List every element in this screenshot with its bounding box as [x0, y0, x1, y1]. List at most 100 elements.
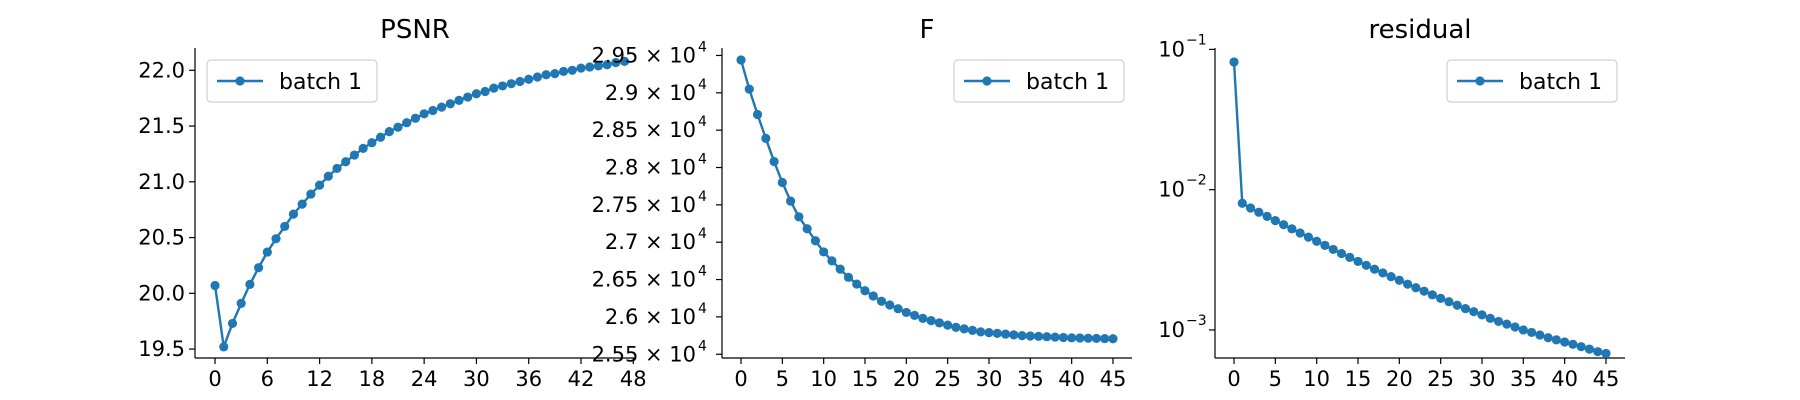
- data-point: [1460, 303, 1471, 314]
- x-tick-label: 42: [568, 367, 595, 391]
- data-point: [1067, 333, 1077, 343]
- y-tick-label: 2.55 × 10 4: [592, 338, 707, 366]
- data-point: [1042, 332, 1052, 342]
- data-point: [454, 95, 464, 106]
- data-point: [1593, 347, 1603, 357]
- x-tick-label: 15: [1345, 367, 1372, 391]
- data-point: [236, 298, 246, 308]
- data-point: [1058, 332, 1068, 343]
- data-point: [288, 209, 299, 219]
- data-point: [1444, 297, 1454, 307]
- x-tick-label: 0: [208, 367, 221, 391]
- chart-title: PSNR: [380, 15, 450, 45]
- data-point: [323, 171, 333, 181]
- y-tick-label: 20.0: [138, 281, 185, 305]
- y-tick-exponent: 4: [698, 264, 707, 280]
- y-tick-label: 2.7 × 10 4: [605, 226, 707, 254]
- data-point: [1386, 272, 1396, 282]
- y-tick-mantissa: 2.7 × 10: [605, 230, 696, 254]
- data-point: [1493, 316, 1504, 327]
- data-point: [262, 247, 272, 257]
- y-tick-label: 2.6 × 10 4: [605, 301, 707, 329]
- y-tick-mantissa: 2.95 × 10: [592, 43, 696, 67]
- data-point: [1361, 260, 1371, 270]
- data-point: [1017, 330, 1027, 341]
- data-point: [835, 264, 845, 274]
- data-point: [1485, 313, 1495, 323]
- series-line: [213, 60, 625, 348]
- data-point: [375, 132, 386, 142]
- data-point: [297, 199, 307, 209]
- data-point: [428, 105, 438, 116]
- data-point: [934, 318, 944, 328]
- data-point: [1108, 334, 1118, 344]
- data-point: [885, 300, 895, 310]
- data-point: [1560, 337, 1570, 347]
- data-point: [489, 83, 499, 93]
- x-tick-label: 48: [620, 367, 647, 391]
- y-tick-label: 2.8 × 10 4: [605, 152, 707, 180]
- data-point: [769, 156, 779, 167]
- data-point: [1295, 228, 1305, 238]
- data-point: [602, 60, 612, 70]
- legend-marker: [235, 76, 245, 86]
- data-point: [332, 163, 342, 174]
- x-tick-label: 30: [1469, 367, 1496, 391]
- x-tick-label: 45: [1100, 367, 1127, 391]
- data-point: [619, 56, 630, 66]
- y-tick-label: 10 −2: [1158, 173, 1206, 202]
- data-point: [1584, 344, 1595, 354]
- data-point: [786, 196, 796, 206]
- data-point: [445, 99, 455, 109]
- data-point: [1091, 333, 1102, 344]
- data-point: [893, 304, 903, 314]
- data-point: [254, 263, 264, 273]
- data-point: [471, 89, 482, 99]
- data-point: [943, 320, 953, 330]
- data-point: [1075, 333, 1085, 343]
- data-point: [794, 212, 804, 222]
- data-point: [306, 189, 316, 199]
- data-point: [736, 55, 746, 65]
- y-tick-exponent: −1: [1186, 32, 1207, 48]
- data-point: [827, 256, 837, 266]
- y-tick-label: 2.65 × 10 4: [592, 264, 707, 292]
- data-point: [1477, 310, 1487, 320]
- x-tick-label: 12: [306, 367, 333, 391]
- y-tick-label: 19.5: [138, 337, 185, 361]
- panel-1: PSNR 0 6 12 18 24 30 36 42 48 19.5 20.0 20.5 21.0 21.5…: [138, 15, 646, 391]
- data-point: [314, 180, 325, 190]
- data-point: [1262, 211, 1272, 221]
- y-tick-mantissa: 2.55 × 10: [592, 342, 696, 366]
- data-point: [843, 272, 854, 282]
- data-point: [1033, 331, 1044, 341]
- y-tick-label: 10 −3: [1158, 313, 1206, 342]
- y-tick-label: 2.75 × 10 4: [592, 189, 707, 217]
- data-point: [1452, 300, 1462, 310]
- y-tick-exponent: −2: [1186, 173, 1207, 189]
- y-tick-exponent: 4: [698, 114, 707, 130]
- data-point: [1050, 332, 1060, 342]
- data-point: [1510, 322, 1520, 332]
- data-point: [1576, 342, 1586, 352]
- data-point: [868, 291, 878, 301]
- data-point: [393, 122, 403, 132]
- data-point: [1083, 333, 1093, 343]
- x-tick-label: 40: [1551, 367, 1578, 391]
- data-point: [210, 280, 220, 291]
- x-tick-label: 36: [515, 367, 542, 391]
- y-tick-base: 10: [1158, 178, 1185, 202]
- data-point: [1229, 57, 1239, 67]
- data-point: [1518, 325, 1528, 335]
- data-point: [1427, 290, 1437, 300]
- data-point: [901, 307, 911, 318]
- legend-box: [206, 59, 378, 103]
- data-point: [541, 70, 551, 80]
- data-point: [358, 143, 368, 153]
- legend-label: batch 1: [1026, 70, 1109, 95]
- data-point: [761, 133, 771, 143]
- data-point: [1469, 307, 1479, 317]
- x-tick-label: 0: [734, 367, 747, 391]
- y-tick-base: 10: [1158, 318, 1185, 342]
